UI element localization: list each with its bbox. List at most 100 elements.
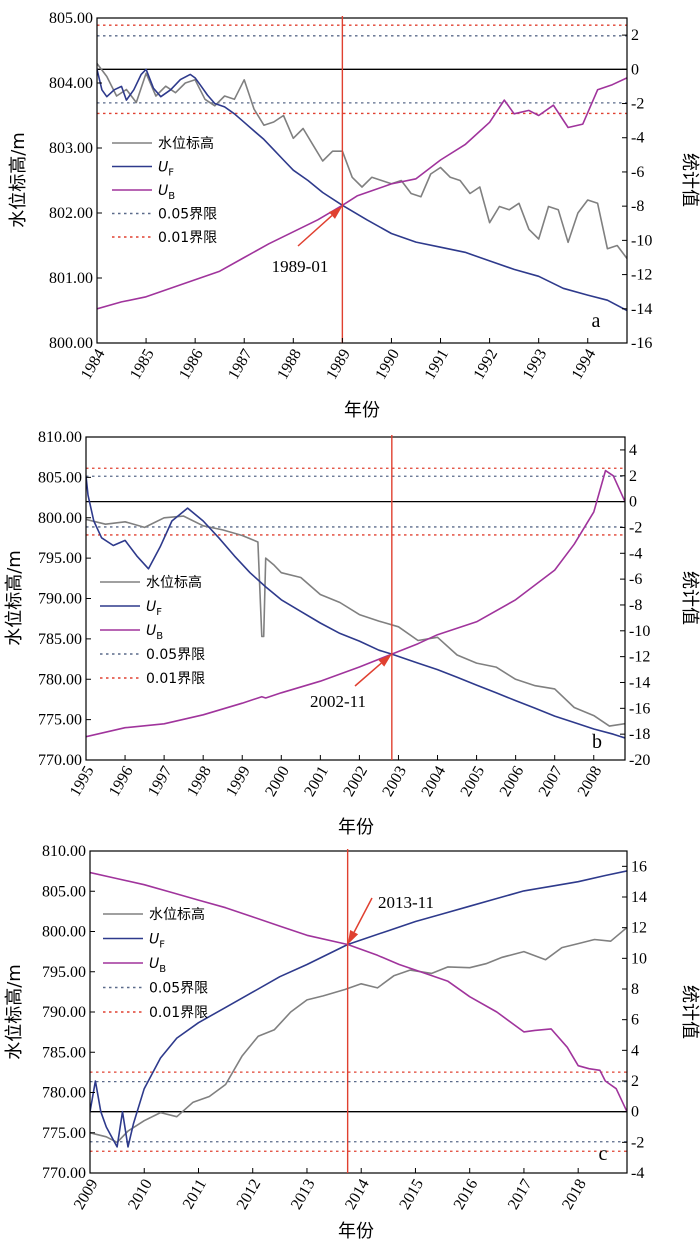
x-tick-label: 1985 — [127, 346, 158, 382]
y-right-tick-label: -6 — [631, 164, 644, 181]
legend-a: 水位标高 UF UB 0.05界限 0.01界限 — [112, 135, 217, 246]
x-tick-label: 2014 — [342, 1176, 373, 1212]
y-right-tick-label: -16 — [631, 335, 652, 352]
y-right-tick-label: 0 — [631, 1104, 639, 1121]
series-line-uf — [97, 68, 627, 312]
y-label-left-b: 水位标高/m — [4, 550, 25, 646]
y-right-tick-label: -10 — [631, 232, 652, 249]
x-tick-label: 1997 — [145, 763, 176, 799]
x-tick-label: 2012 — [234, 1176, 265, 1212]
legend-label: 0.01界限 — [146, 671, 205, 687]
x-tick-label: 2011 — [180, 1176, 210, 1212]
y-label-right-a: 统计值 — [679, 153, 700, 207]
y-right-tick-label: 4 — [629, 442, 637, 459]
y-left-tick-label: 790.00 — [42, 1004, 86, 1021]
annotation-label-a: 1989-01 — [272, 257, 329, 276]
y-right-tick-label: -6 — [629, 571, 642, 588]
legend-label: UB — [146, 623, 163, 642]
panel-a: 水位标高/m 统计值 年份 a 1989-01 水位标高 UF UB 0.05界限 0.… — [8, 10, 700, 421]
y-right-tick-label: -20 — [629, 752, 650, 769]
x-tick-label: 1986 — [176, 346, 207, 382]
y-right-tick-label: -8 — [629, 597, 642, 614]
y-right-tick-label: -2 — [631, 96, 644, 113]
plot-area — [90, 870, 627, 1152]
y-left-tick-label: 780.00 — [38, 671, 82, 688]
y-right-tick-label: -8 — [631, 198, 644, 215]
y-right-tick-label: -2 — [629, 519, 642, 536]
x-tick-label: 2017 — [505, 1176, 536, 1212]
x-tick-label: 2015 — [396, 1176, 427, 1212]
y-left-tick-label: 785.00 — [42, 1044, 86, 1061]
annotation-arrow-shaft — [353, 897, 373, 933]
series-line-water-level — [97, 63, 627, 259]
y-right-tick-label: -14 — [629, 674, 650, 691]
series-line-uf — [90, 870, 627, 1148]
y-left-tick-label: 785.00 — [38, 631, 82, 648]
x-tick-label: 1990 — [372, 346, 403, 382]
y-right-tick-label: -2 — [631, 1134, 644, 1151]
y-left-tick-label: 800.00 — [38, 510, 82, 527]
y-left-tick-label: 770.00 — [38, 752, 82, 769]
panel-label-a: a — [592, 310, 601, 332]
y-right-tick-label: 2 — [631, 1073, 639, 1090]
x-tick-label: 2007 — [536, 763, 567, 799]
y-right-tick-label: -14 — [631, 301, 652, 318]
panel-c: 水位标高/m 统计值 年份 c 2013-11 水位标高 UF UB 0.05界限 0.… — [4, 843, 700, 1242]
y-left-tick-label: 805.00 — [38, 469, 82, 486]
y-label-right-c: 统计值 — [679, 985, 700, 1039]
annotation-arrow-head — [328, 206, 343, 219]
plot-area — [97, 24, 627, 312]
panel-label-c: c — [599, 1143, 608, 1165]
y-right-tick-label: -4 — [629, 545, 642, 562]
x-tick-label: 1998 — [184, 763, 215, 799]
y-right-tick-label: -10 — [629, 623, 650, 640]
y-left-tick-label: 790.00 — [38, 591, 82, 608]
legend-label: UF — [158, 160, 174, 179]
y-right-tick-label: 10 — [631, 950, 647, 967]
series-line-water-level — [90, 926, 627, 1144]
annotation-label-c: 2013-11 — [378, 893, 434, 912]
legend-label: 水位标高 — [146, 574, 202, 591]
x-tick-label: 2002 — [340, 763, 371, 799]
legend-label: UF — [146, 599, 162, 618]
annotation-arrow-head — [347, 930, 359, 945]
y-right-tick-label: -12 — [631, 267, 652, 284]
annotation-label-b: 2002-11 — [310, 692, 366, 711]
panel-b: 水位标高/m 统计值 年份 b 2002-11 水位标高 UF UB 0.05界限 0.… — [4, 429, 700, 838]
annotation-arrow-shaft — [297, 214, 333, 247]
x-label-a: 年份 — [344, 400, 380, 421]
series-line-water-level — [86, 515, 625, 727]
x-tick-label: 2013 — [288, 1176, 319, 1212]
y-right-tick-label: 16 — [631, 858, 647, 875]
x-tick-label: 1988 — [274, 346, 305, 382]
x-tick-label: 1994 — [569, 346, 600, 382]
legend-label: 0.01界限 — [158, 230, 217, 246]
y-left-tick-label: 800.00 — [42, 924, 86, 941]
x-tick-label: 2006 — [497, 763, 528, 799]
series-line-ub — [90, 871, 627, 1113]
x-tick-label: 1991 — [421, 346, 452, 382]
x-tick-label: 1992 — [471, 346, 502, 382]
y-right-tick-label: -12 — [629, 649, 650, 666]
legend-label: UB — [149, 956, 166, 975]
y-left-tick-label: 805.00 — [49, 10, 93, 27]
x-tick-label: 2010 — [125, 1176, 156, 1212]
y-right-tick-label: 12 — [631, 920, 647, 937]
x-tick-label: 1996 — [106, 763, 137, 799]
y-left-tick-label: 810.00 — [38, 429, 82, 446]
y-right-tick-label: 8 — [631, 981, 639, 998]
x-tick-label: 2018 — [559, 1176, 590, 1212]
y-left-tick-label: 775.00 — [42, 1125, 86, 1142]
legend-label: 水位标高 — [158, 135, 214, 152]
x-tick-label: 2003 — [379, 763, 410, 799]
series-line-ub — [97, 77, 627, 310]
x-tick-label: 2005 — [458, 763, 489, 799]
x-tick-label: 1993 — [520, 346, 551, 382]
legend-label: 水位标高 — [149, 906, 205, 923]
y-left-tick-label: 775.00 — [38, 712, 82, 729]
y-right-tick-label: 6 — [631, 1012, 639, 1029]
annotation-arrow-shaft — [354, 662, 382, 687]
x-tick-label: 1989 — [323, 346, 354, 382]
panel-label-b: b — [592, 731, 602, 753]
